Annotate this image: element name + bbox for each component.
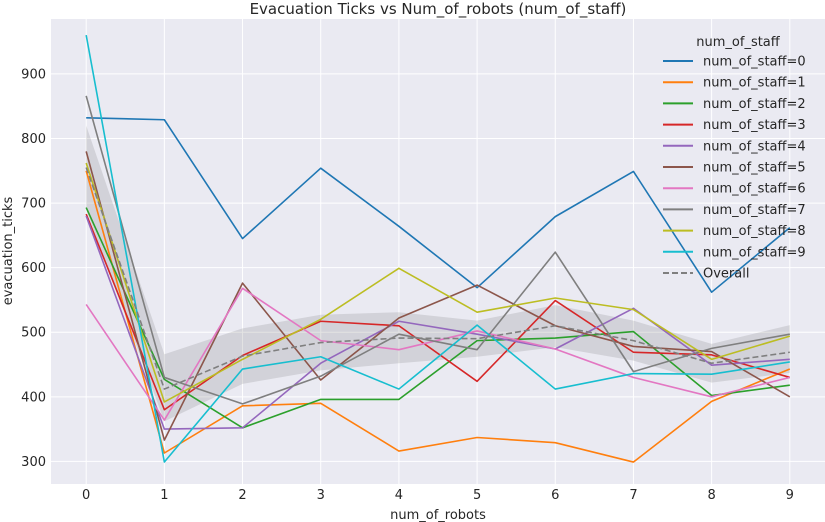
plot-area xyxy=(51,19,825,484)
y-tick-label: 700 xyxy=(21,197,46,212)
legend-entry: num_of_staff=2 xyxy=(703,97,806,112)
y-tick-label: 500 xyxy=(21,326,46,341)
legend-entry: num_of_staff=0 xyxy=(703,55,806,70)
series-line-num-of-staff-6 xyxy=(85,287,791,421)
legend: num_of_staff num_of_staff=0 num_of_staff=… xyxy=(663,35,806,282)
x-tick-label: 0 xyxy=(82,488,90,503)
series-line-num-of-staff-3 xyxy=(85,213,791,411)
legend-entry: num_of_staff=5 xyxy=(703,161,806,176)
y-tick-label: 400 xyxy=(21,390,46,405)
y-tick-label: 600 xyxy=(21,261,46,276)
x-tick-label: 5 xyxy=(473,488,481,503)
series-line-num-of-staff-5 xyxy=(85,151,791,441)
chart-title: Evacuation Ticks vs Num_of_robots (num_o… xyxy=(250,0,627,19)
series-line-num-of-staff-7 xyxy=(85,95,790,405)
legend-entry: num_of_staff=3 xyxy=(703,118,806,133)
series-lines xyxy=(85,35,791,463)
x-tick-label: 6 xyxy=(551,488,559,503)
series-line-num-of-staff-1 xyxy=(85,170,791,463)
series-line-num-of-staff-2 xyxy=(85,207,790,429)
y-tick-label: 300 xyxy=(21,455,46,470)
series-line-overall xyxy=(85,167,790,390)
legend-entry: num_of_staff=7 xyxy=(703,203,806,218)
x-tick-label: 2 xyxy=(238,488,246,503)
y-axis-title: evacuation_ticks xyxy=(1,196,16,305)
x-tick-label: 8 xyxy=(707,488,715,503)
legend-title: num_of_staff xyxy=(696,35,781,50)
series-line-num-of-staff-4 xyxy=(85,215,790,430)
x-axis-title: num_of_robots xyxy=(390,508,486,522)
series-line-num-of-staff-0 xyxy=(86,117,791,293)
y-tick-label: 800 xyxy=(21,132,46,147)
legend-entry: num_of_staff=4 xyxy=(703,139,806,154)
legend-entry: num_of_staff=8 xyxy=(703,224,806,239)
x-tick-label: 7 xyxy=(629,488,637,503)
x-tick-label: 1 xyxy=(160,488,168,503)
x-tick-label: 4 xyxy=(395,488,403,503)
x-tick-label: 3 xyxy=(317,488,325,503)
legend-entry: num_of_staff=1 xyxy=(703,76,806,91)
tick-labels: 0 1 2 3 4 5 6 7 8 9 300 400 500 600 700 800 900 xyxy=(21,67,794,503)
series-line-num-of-staff-8 xyxy=(85,162,791,403)
series-line-num-of-staff-9 xyxy=(85,35,790,463)
x-tick-label: 9 xyxy=(786,488,794,503)
legend-entry: num_of_staff=9 xyxy=(703,245,806,260)
y-tick-label: 900 xyxy=(21,67,46,82)
legend-entry: Overall xyxy=(703,267,749,282)
legend-entry: num_of_staff=6 xyxy=(703,182,806,197)
